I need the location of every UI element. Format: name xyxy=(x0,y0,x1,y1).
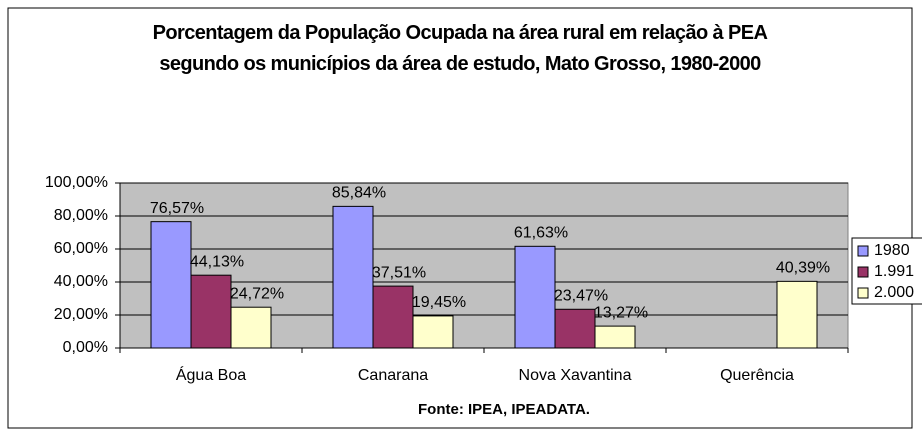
data-label: 24,72% xyxy=(230,285,284,302)
legend-label: 1.991 xyxy=(874,263,914,280)
legend-label: 1980 xyxy=(874,242,910,259)
bar xyxy=(412,315,454,349)
bar xyxy=(594,325,636,349)
data-label: 76,57% xyxy=(150,200,204,217)
y-tick-label: 40,00% xyxy=(54,273,108,290)
legend-swatch xyxy=(857,245,869,257)
legend-swatch xyxy=(857,266,869,278)
data-label: 23,47% xyxy=(554,287,608,304)
data-label: 85,84% xyxy=(332,185,386,202)
data-label: 37,51% xyxy=(372,264,426,281)
bar xyxy=(190,274,232,349)
x-axis-label: Fonte: IPEA, IPEADATA. xyxy=(418,401,590,418)
x-tick-label: Água Boa xyxy=(176,365,246,384)
data-label: 44,13% xyxy=(190,253,244,270)
y-tick-label: 80,00% xyxy=(54,207,108,224)
x-tick-label: Nova Xavantina xyxy=(519,367,632,384)
legend-label: 2.000 xyxy=(874,284,914,301)
bar xyxy=(372,285,414,349)
x-tick-label: Querência xyxy=(720,367,794,384)
x-tick-label: Canarana xyxy=(358,367,428,384)
y-tick-label: 20,00% xyxy=(54,306,108,323)
bar xyxy=(776,280,818,349)
bar xyxy=(150,221,192,349)
legend-swatch xyxy=(857,287,869,299)
chart-title: Porcentagem da População Ocupada na área… xyxy=(152,22,768,75)
bar xyxy=(332,205,374,349)
y-tick-label: 60,00% xyxy=(54,240,108,257)
bar xyxy=(554,308,596,349)
data-label: 61,63% xyxy=(514,225,568,242)
data-label: 13,27% xyxy=(594,304,648,321)
data-label: 40,39% xyxy=(776,260,830,277)
bar xyxy=(514,245,556,349)
y-tick-label: 100,00% xyxy=(45,174,108,191)
y-tick-label: 0,00% xyxy=(63,339,108,356)
data-label: 19,45% xyxy=(412,294,466,311)
bar xyxy=(230,306,272,349)
